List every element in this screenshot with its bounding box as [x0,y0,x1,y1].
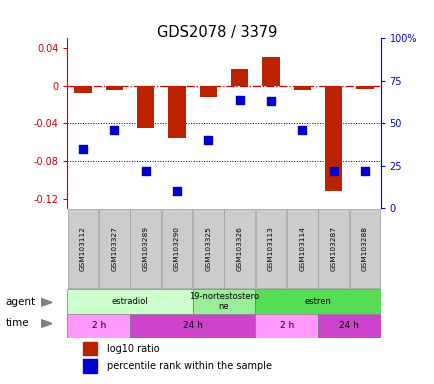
Text: GSM103114: GSM103114 [299,226,305,271]
Text: time: time [6,318,29,328]
Bar [74,86,92,93]
Text: percentile rank within the sample: percentile rank within the sample [106,361,271,371]
Text: GSM103287: GSM103287 [330,226,336,271]
Bar [130,209,161,288]
Bar [286,209,317,288]
Point [142,168,149,174]
Polygon shape [41,299,52,306]
Bar [99,209,129,288]
Bar [105,86,123,90]
Bar [317,314,380,338]
Text: GSM103113: GSM103113 [267,226,273,271]
Bar [255,314,317,338]
Text: log10 ratio: log10 ratio [106,344,159,354]
Polygon shape [41,319,52,327]
Bar [262,57,279,86]
Bar [324,86,342,192]
Bar [83,342,97,356]
Point [267,98,274,104]
Text: 19-nortestostero
ne: 19-nortestostero ne [188,292,259,311]
Bar [168,86,185,137]
Bar [349,209,379,288]
Point [329,168,336,174]
Bar [192,289,255,314]
Bar [355,86,373,89]
Point [361,168,368,174]
Bar [83,359,97,372]
Point [111,127,118,133]
Text: GSM103325: GSM103325 [205,227,211,271]
Bar [193,209,223,288]
Point [236,96,243,103]
Bar [255,289,380,314]
Bar [68,209,98,288]
Bar [318,209,348,288]
Text: agent: agent [6,297,36,307]
Bar [130,314,255,338]
Bar [293,86,310,90]
Bar [224,209,254,288]
Bar [161,209,192,288]
Text: GSM103112: GSM103112 [80,226,86,271]
Bar [67,289,192,314]
Text: 2 h: 2 h [92,321,105,331]
Point [79,146,86,152]
Text: GSM103290: GSM103290 [174,226,180,271]
Point [298,127,305,133]
Text: estradiol: estradiol [112,297,148,306]
Point [173,189,180,195]
Text: estren: estren [304,297,331,306]
Text: 24 h: 24 h [182,321,202,331]
Text: GSM103288: GSM103288 [361,226,367,271]
Text: GSM103289: GSM103289 [142,226,148,271]
Bar [137,86,154,128]
Text: GSM103327: GSM103327 [111,226,117,271]
Text: GDS2078 / 3379: GDS2078 / 3379 [157,25,277,40]
Text: GSM103326: GSM103326 [236,227,242,271]
Bar [67,314,130,338]
Bar [199,86,217,97]
Text: 24 h: 24 h [339,321,358,331]
Text: 2 h: 2 h [279,321,293,331]
Bar [255,209,286,288]
Point [204,137,211,144]
Bar [230,69,248,86]
